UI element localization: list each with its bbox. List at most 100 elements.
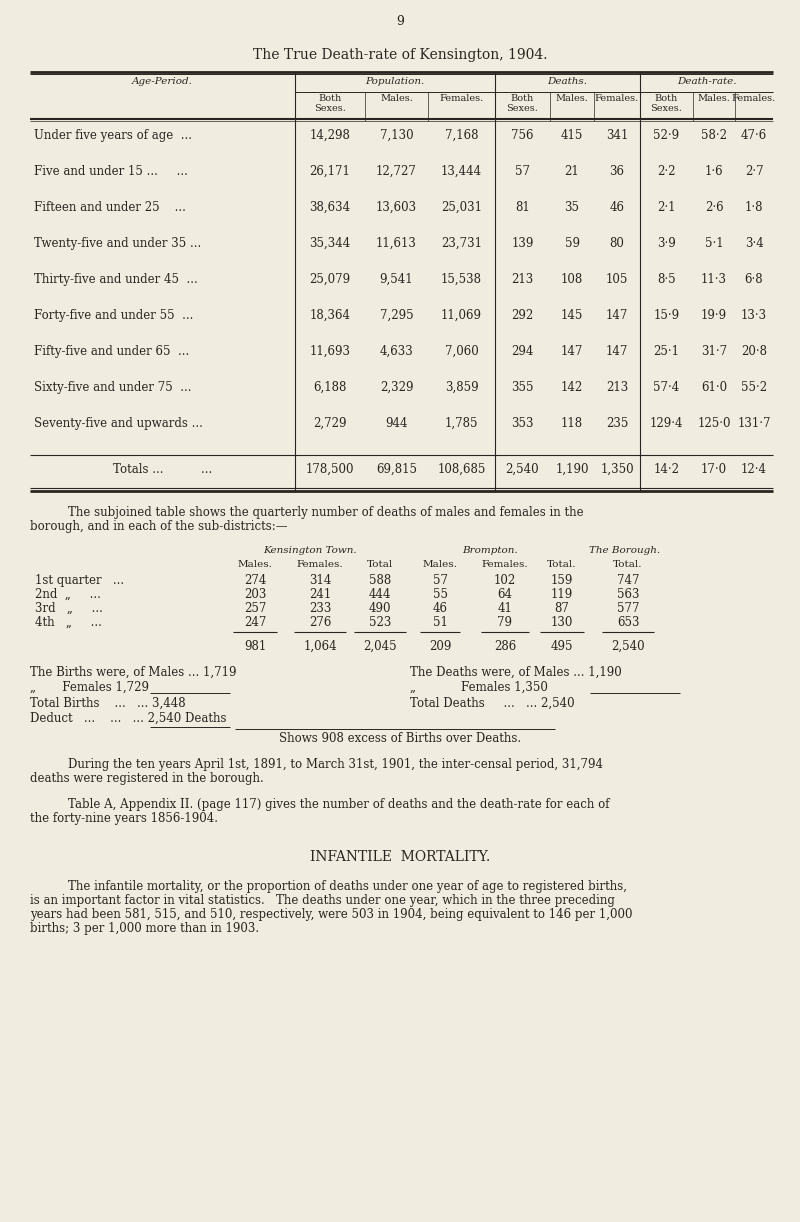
Text: 159: 159 [551,574,573,587]
Text: 131·7: 131·7 [738,417,770,430]
Text: 355: 355 [511,381,534,393]
Text: 12,727: 12,727 [376,165,417,178]
Text: 79: 79 [498,616,513,629]
Text: 241: 241 [309,588,331,601]
Text: 7,168: 7,168 [445,130,478,142]
Text: 59: 59 [565,237,579,251]
Text: 3·4: 3·4 [745,237,763,251]
Text: 1,785: 1,785 [445,417,478,430]
Text: 286: 286 [494,640,516,653]
Text: 11,069: 11,069 [441,309,482,323]
Text: 756: 756 [511,130,534,142]
Text: 142: 142 [561,381,583,393]
Text: 4th   „     ...: 4th „ ... [35,616,102,629]
Text: 577: 577 [617,602,639,615]
Text: 1·8: 1·8 [745,200,763,214]
Text: 981: 981 [244,640,266,653]
Text: 2,729: 2,729 [314,417,346,430]
Text: 3rd   „     ...: 3rd „ ... [35,602,103,615]
Text: 20·8: 20·8 [741,345,767,358]
Text: Brompton.: Brompton. [462,546,518,555]
Text: Males.: Males. [238,560,273,569]
Text: 58·2: 58·2 [701,130,727,142]
Text: 125·0: 125·0 [698,417,730,430]
Text: 1,190: 1,190 [555,463,589,477]
Text: Females.: Females. [732,94,776,103]
Text: 55·2: 55·2 [741,381,767,393]
Text: 563: 563 [617,588,639,601]
Text: 19·9: 19·9 [701,309,727,323]
Text: 57·4: 57·4 [654,381,680,393]
Text: 87: 87 [554,602,570,615]
Text: 46: 46 [610,200,625,214]
Text: 5·1: 5·1 [705,237,723,251]
Text: 11,693: 11,693 [310,345,350,358]
Text: Total: Total [367,560,393,569]
Text: Under five years of age  ...: Under five years of age ... [34,130,192,142]
Text: 314: 314 [309,574,331,587]
Text: 129·4: 129·4 [650,417,683,430]
Text: The infantile mortality, or the proportion of deaths under one year of age to re: The infantile mortality, or the proporti… [68,880,627,893]
Text: 233: 233 [309,602,331,615]
Text: 944: 944 [386,417,408,430]
Text: 25,031: 25,031 [441,200,482,214]
Text: 2,329: 2,329 [380,381,414,393]
Text: 9: 9 [396,15,404,28]
Text: 8·5: 8·5 [657,273,676,286]
Text: Population.: Population. [366,77,425,86]
Text: 130: 130 [551,616,573,629]
Text: 108: 108 [561,273,583,286]
Text: 178,500: 178,500 [306,463,354,477]
Text: Both
Sexes.: Both Sexes. [314,94,346,114]
Text: 444: 444 [369,588,391,601]
Text: 653: 653 [617,616,639,629]
Text: Total Deaths     ...   ... 2,540: Total Deaths ... ... 2,540 [410,697,574,710]
Text: Females.: Females. [297,560,343,569]
Text: 64: 64 [498,588,513,601]
Text: 2·6: 2·6 [705,200,723,214]
Text: Fifteen and under 25    ...: Fifteen and under 25 ... [34,200,186,214]
Text: deaths were registered in the borough.: deaths were registered in the borough. [30,772,264,785]
Text: 119: 119 [551,588,573,601]
Text: Females.: Females. [439,94,484,103]
Text: 11,613: 11,613 [376,237,417,251]
Text: Kensington Town.: Kensington Town. [263,546,357,555]
Text: 14·2: 14·2 [654,463,679,477]
Text: 247: 247 [244,616,266,629]
Text: 209: 209 [429,640,451,653]
Text: 2·2: 2·2 [658,165,676,178]
Text: 105: 105 [606,273,628,286]
Text: years had been 581, 515, and 510, respectively, were 503 in 1904, being equivale: years had been 581, 515, and 510, respec… [30,908,633,921]
Text: Males.: Males. [698,94,730,103]
Text: Females.: Females. [595,94,639,103]
Text: 35: 35 [565,200,579,214]
Text: 57: 57 [515,165,530,178]
Text: borough, and in each of the sub-districts:—: borough, and in each of the sub-district… [30,521,287,533]
Text: 276: 276 [309,616,331,629]
Text: 21: 21 [565,165,579,178]
Text: Males.: Males. [422,560,458,569]
Text: 13,603: 13,603 [376,200,417,214]
Text: 31·7: 31·7 [701,345,727,358]
Text: 2,540: 2,540 [611,640,645,653]
Text: 4,633: 4,633 [380,345,414,358]
Text: 23,731: 23,731 [441,237,482,251]
Text: 41: 41 [498,602,513,615]
Text: 588: 588 [369,574,391,587]
Text: 25·1: 25·1 [654,345,679,358]
Text: 6·8: 6·8 [745,273,763,286]
Text: Death-rate.: Death-rate. [677,77,736,86]
Text: Total Births    ...   ... 3,448: Total Births ... ... 3,448 [30,697,186,710]
Text: The Births were, of Males ... 1,719: The Births were, of Males ... 1,719 [30,666,237,679]
Text: 61·0: 61·0 [701,381,727,393]
Text: 13,444: 13,444 [441,165,482,178]
Text: Females.: Females. [482,560,528,569]
Text: Total.: Total. [547,560,577,569]
Text: 274: 274 [244,574,266,587]
Text: 9,541: 9,541 [380,273,414,286]
Text: 147: 147 [561,345,583,358]
Text: 147: 147 [606,345,628,358]
Text: 1·6: 1·6 [705,165,723,178]
Text: Shows 908 excess of Births over Deaths.: Shows 908 excess of Births over Deaths. [279,732,521,745]
Text: The Deaths were, of Males ... 1,190: The Deaths were, of Males ... 1,190 [410,666,622,679]
